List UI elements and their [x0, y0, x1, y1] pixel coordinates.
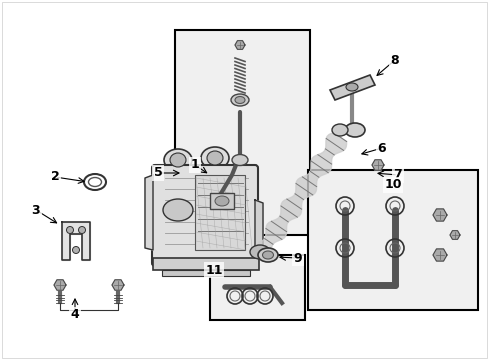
Polygon shape	[432, 209, 446, 221]
Ellipse shape	[79, 226, 85, 234]
Text: 5: 5	[153, 166, 162, 180]
Ellipse shape	[215, 196, 228, 206]
Polygon shape	[329, 75, 374, 100]
Ellipse shape	[72, 247, 80, 253]
Bar	[307, 170, 477, 310]
Polygon shape	[235, 41, 244, 49]
Bar	[195, 175, 244, 250]
Ellipse shape	[230, 94, 248, 106]
Polygon shape	[258, 132, 346, 252]
Text: 11: 11	[205, 264, 223, 276]
Bar	[209, 193, 234, 209]
Text: 2: 2	[51, 171, 59, 184]
Polygon shape	[371, 160, 383, 170]
Text: 7: 7	[393, 168, 402, 181]
Polygon shape	[112, 280, 124, 290]
Ellipse shape	[206, 151, 223, 165]
Bar	[209, 255, 305, 320]
Ellipse shape	[66, 226, 73, 234]
Text: 10: 10	[384, 179, 401, 192]
Ellipse shape	[163, 149, 192, 171]
Bar	[153, 258, 259, 270]
Text: 6: 6	[377, 141, 386, 154]
Text: 1: 1	[190, 158, 199, 171]
Text: 9: 9	[293, 252, 302, 265]
Ellipse shape	[235, 96, 244, 104]
Ellipse shape	[231, 154, 247, 166]
Polygon shape	[254, 200, 263, 257]
Ellipse shape	[331, 124, 347, 136]
Polygon shape	[54, 280, 66, 290]
Ellipse shape	[163, 199, 193, 221]
Text: 8: 8	[390, 54, 399, 67]
Polygon shape	[449, 231, 459, 239]
Ellipse shape	[215, 213, 241, 231]
Ellipse shape	[345, 123, 364, 137]
Ellipse shape	[258, 248, 278, 262]
FancyBboxPatch shape	[152, 165, 258, 266]
Text: 4: 4	[70, 309, 79, 321]
Ellipse shape	[170, 153, 185, 167]
Text: 3: 3	[32, 203, 40, 216]
Bar	[162, 270, 249, 276]
Polygon shape	[145, 175, 153, 250]
Polygon shape	[62, 222, 90, 260]
Ellipse shape	[249, 245, 269, 259]
Bar	[175, 30, 309, 235]
Ellipse shape	[201, 147, 228, 169]
Ellipse shape	[262, 251, 273, 259]
Ellipse shape	[346, 83, 357, 91]
Polygon shape	[432, 249, 446, 261]
